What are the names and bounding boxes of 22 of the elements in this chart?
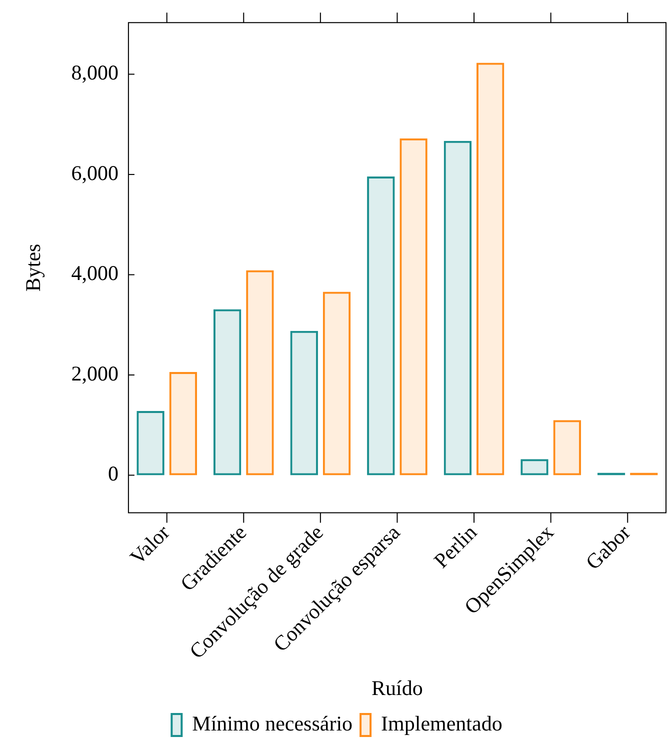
bar xyxy=(476,62,504,476)
bar xyxy=(400,138,428,476)
x-tick-label: Valor xyxy=(125,520,174,570)
bar xyxy=(136,411,164,476)
bar xyxy=(553,420,581,476)
legend-label: Mínimo necessário xyxy=(192,712,353,736)
bar xyxy=(520,459,548,476)
bar xyxy=(444,140,472,476)
bar xyxy=(246,270,274,476)
y-tick-label: 4,000 xyxy=(71,261,118,286)
x-axis-title: Ruído xyxy=(372,676,423,700)
bar xyxy=(213,309,242,476)
bar xyxy=(290,330,318,476)
bar xyxy=(367,176,395,476)
bar xyxy=(169,372,198,476)
legend-label: Implementado xyxy=(381,712,502,736)
y-tick-label: 6,000 xyxy=(71,160,118,185)
y-axis-title: Bytes xyxy=(21,244,46,292)
y-tick-label: 8,000 xyxy=(71,60,118,85)
y-tick-label: 2,000 xyxy=(71,361,118,386)
bar xyxy=(322,292,351,476)
y-tick-label: 0 xyxy=(108,462,118,486)
